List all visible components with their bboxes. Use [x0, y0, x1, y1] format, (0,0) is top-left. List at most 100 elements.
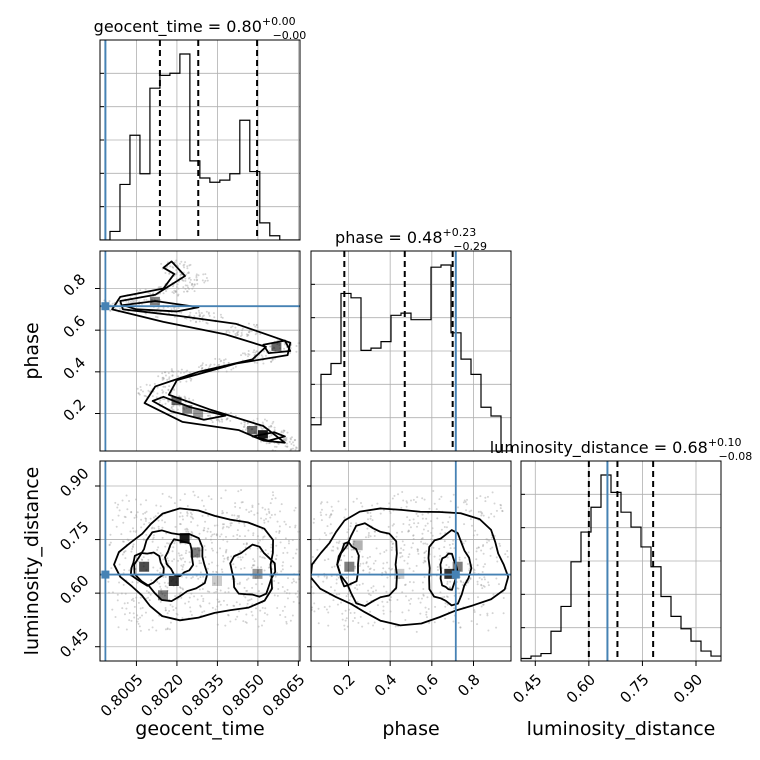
contour-line	[229, 543, 277, 598]
sample-point	[132, 530, 135, 533]
sample-point	[254, 333, 257, 336]
sample-point	[189, 278, 192, 281]
hist-bin	[471, 374, 481, 451]
sample-point	[469, 518, 472, 521]
sample-point	[477, 596, 480, 599]
hist-bin	[531, 656, 541, 661]
sample-point	[288, 440, 291, 443]
sample-point	[157, 527, 160, 530]
sample-point	[254, 618, 257, 621]
sample-point	[159, 505, 162, 508]
sample-point	[180, 311, 183, 314]
hist-step	[521, 474, 721, 660]
sample-point	[172, 306, 175, 309]
hist-panel-luminosity_distance: luminosity_distance = 0.68+0.10 −0.08	[490, 436, 752, 662]
sample-point	[267, 508, 270, 511]
sample-point	[217, 419, 220, 422]
sample-point	[148, 390, 151, 393]
sample-point	[445, 564, 448, 567]
sample-point	[227, 558, 230, 561]
hist-bin	[441, 265, 451, 451]
hist-bin	[160, 75, 170, 240]
sample-point	[368, 571, 371, 574]
sample-point	[391, 542, 394, 545]
sample-point	[237, 330, 240, 333]
sample-point	[369, 511, 372, 514]
sample-point	[136, 581, 139, 584]
x-tick-label: 0.4	[371, 671, 401, 701]
panel-geocent-distance	[99, 460, 301, 662]
sample-point	[270, 546, 273, 549]
sample-point	[172, 409, 175, 412]
sample-point	[463, 499, 466, 502]
sample-point	[204, 279, 207, 282]
sample-point	[260, 583, 263, 586]
sample-point	[361, 625, 364, 628]
sample-point	[130, 510, 133, 513]
sample-point	[247, 529, 250, 532]
hist-bin	[341, 293, 351, 451]
sample-point	[192, 399, 195, 402]
sample-point	[247, 330, 250, 333]
sample-point	[274, 537, 277, 540]
sample-point	[186, 514, 189, 517]
sample-point	[169, 603, 172, 606]
sample-point	[124, 557, 127, 560]
sample-point	[248, 330, 251, 333]
sample-point	[230, 555, 233, 558]
sample-point	[167, 311, 170, 314]
sample-point	[173, 502, 176, 505]
sample-point	[289, 619, 292, 622]
sample-point	[213, 316, 216, 319]
sample-point	[274, 497, 277, 500]
sample-point	[250, 330, 253, 333]
sample-point	[253, 560, 256, 563]
sample-point	[159, 285, 162, 288]
sample-point	[236, 514, 239, 517]
sample-point	[143, 538, 146, 541]
sample-point	[189, 377, 192, 380]
sample-point	[276, 607, 279, 610]
sample-point	[156, 392, 159, 395]
sample-point	[449, 547, 452, 550]
sample-point	[344, 609, 347, 612]
sample-point	[319, 502, 322, 505]
sample-point	[425, 613, 428, 616]
sample-point	[206, 530, 209, 533]
hist-title-geocent_time: geocent_time = 0.80+0.00 −0.00	[94, 15, 307, 42]
sample-point	[421, 532, 424, 535]
sample-point	[394, 625, 397, 628]
sample-point	[291, 539, 294, 542]
hist-bin	[431, 267, 441, 451]
sample-point	[269, 425, 272, 428]
sample-point	[242, 594, 245, 597]
sample-point	[312, 521, 315, 524]
sample-point	[462, 581, 465, 584]
sample-point	[458, 556, 461, 559]
sample-point	[198, 315, 201, 318]
sample-point	[284, 537, 287, 540]
sample-point	[152, 516, 155, 519]
sample-point	[217, 601, 220, 604]
density-cell	[452, 561, 463, 572]
sample-point	[419, 601, 422, 604]
sample-point	[246, 333, 249, 336]
sample-point	[294, 448, 297, 451]
sample-point	[221, 420, 224, 423]
sample-point	[192, 318, 195, 321]
sample-point	[256, 571, 259, 574]
sample-point	[175, 612, 178, 615]
sample-point	[329, 514, 332, 517]
sample-point	[111, 591, 114, 594]
sample-point	[481, 545, 484, 548]
sample-point	[404, 583, 407, 586]
sample-point	[323, 575, 326, 578]
sample-point	[127, 539, 130, 542]
sample-point	[225, 418, 228, 421]
sample-point	[452, 539, 455, 542]
sample-point	[280, 430, 283, 433]
sample-point	[161, 554, 164, 557]
sample-point	[229, 419, 232, 422]
sample-point	[491, 612, 494, 615]
sample-point	[164, 374, 167, 377]
